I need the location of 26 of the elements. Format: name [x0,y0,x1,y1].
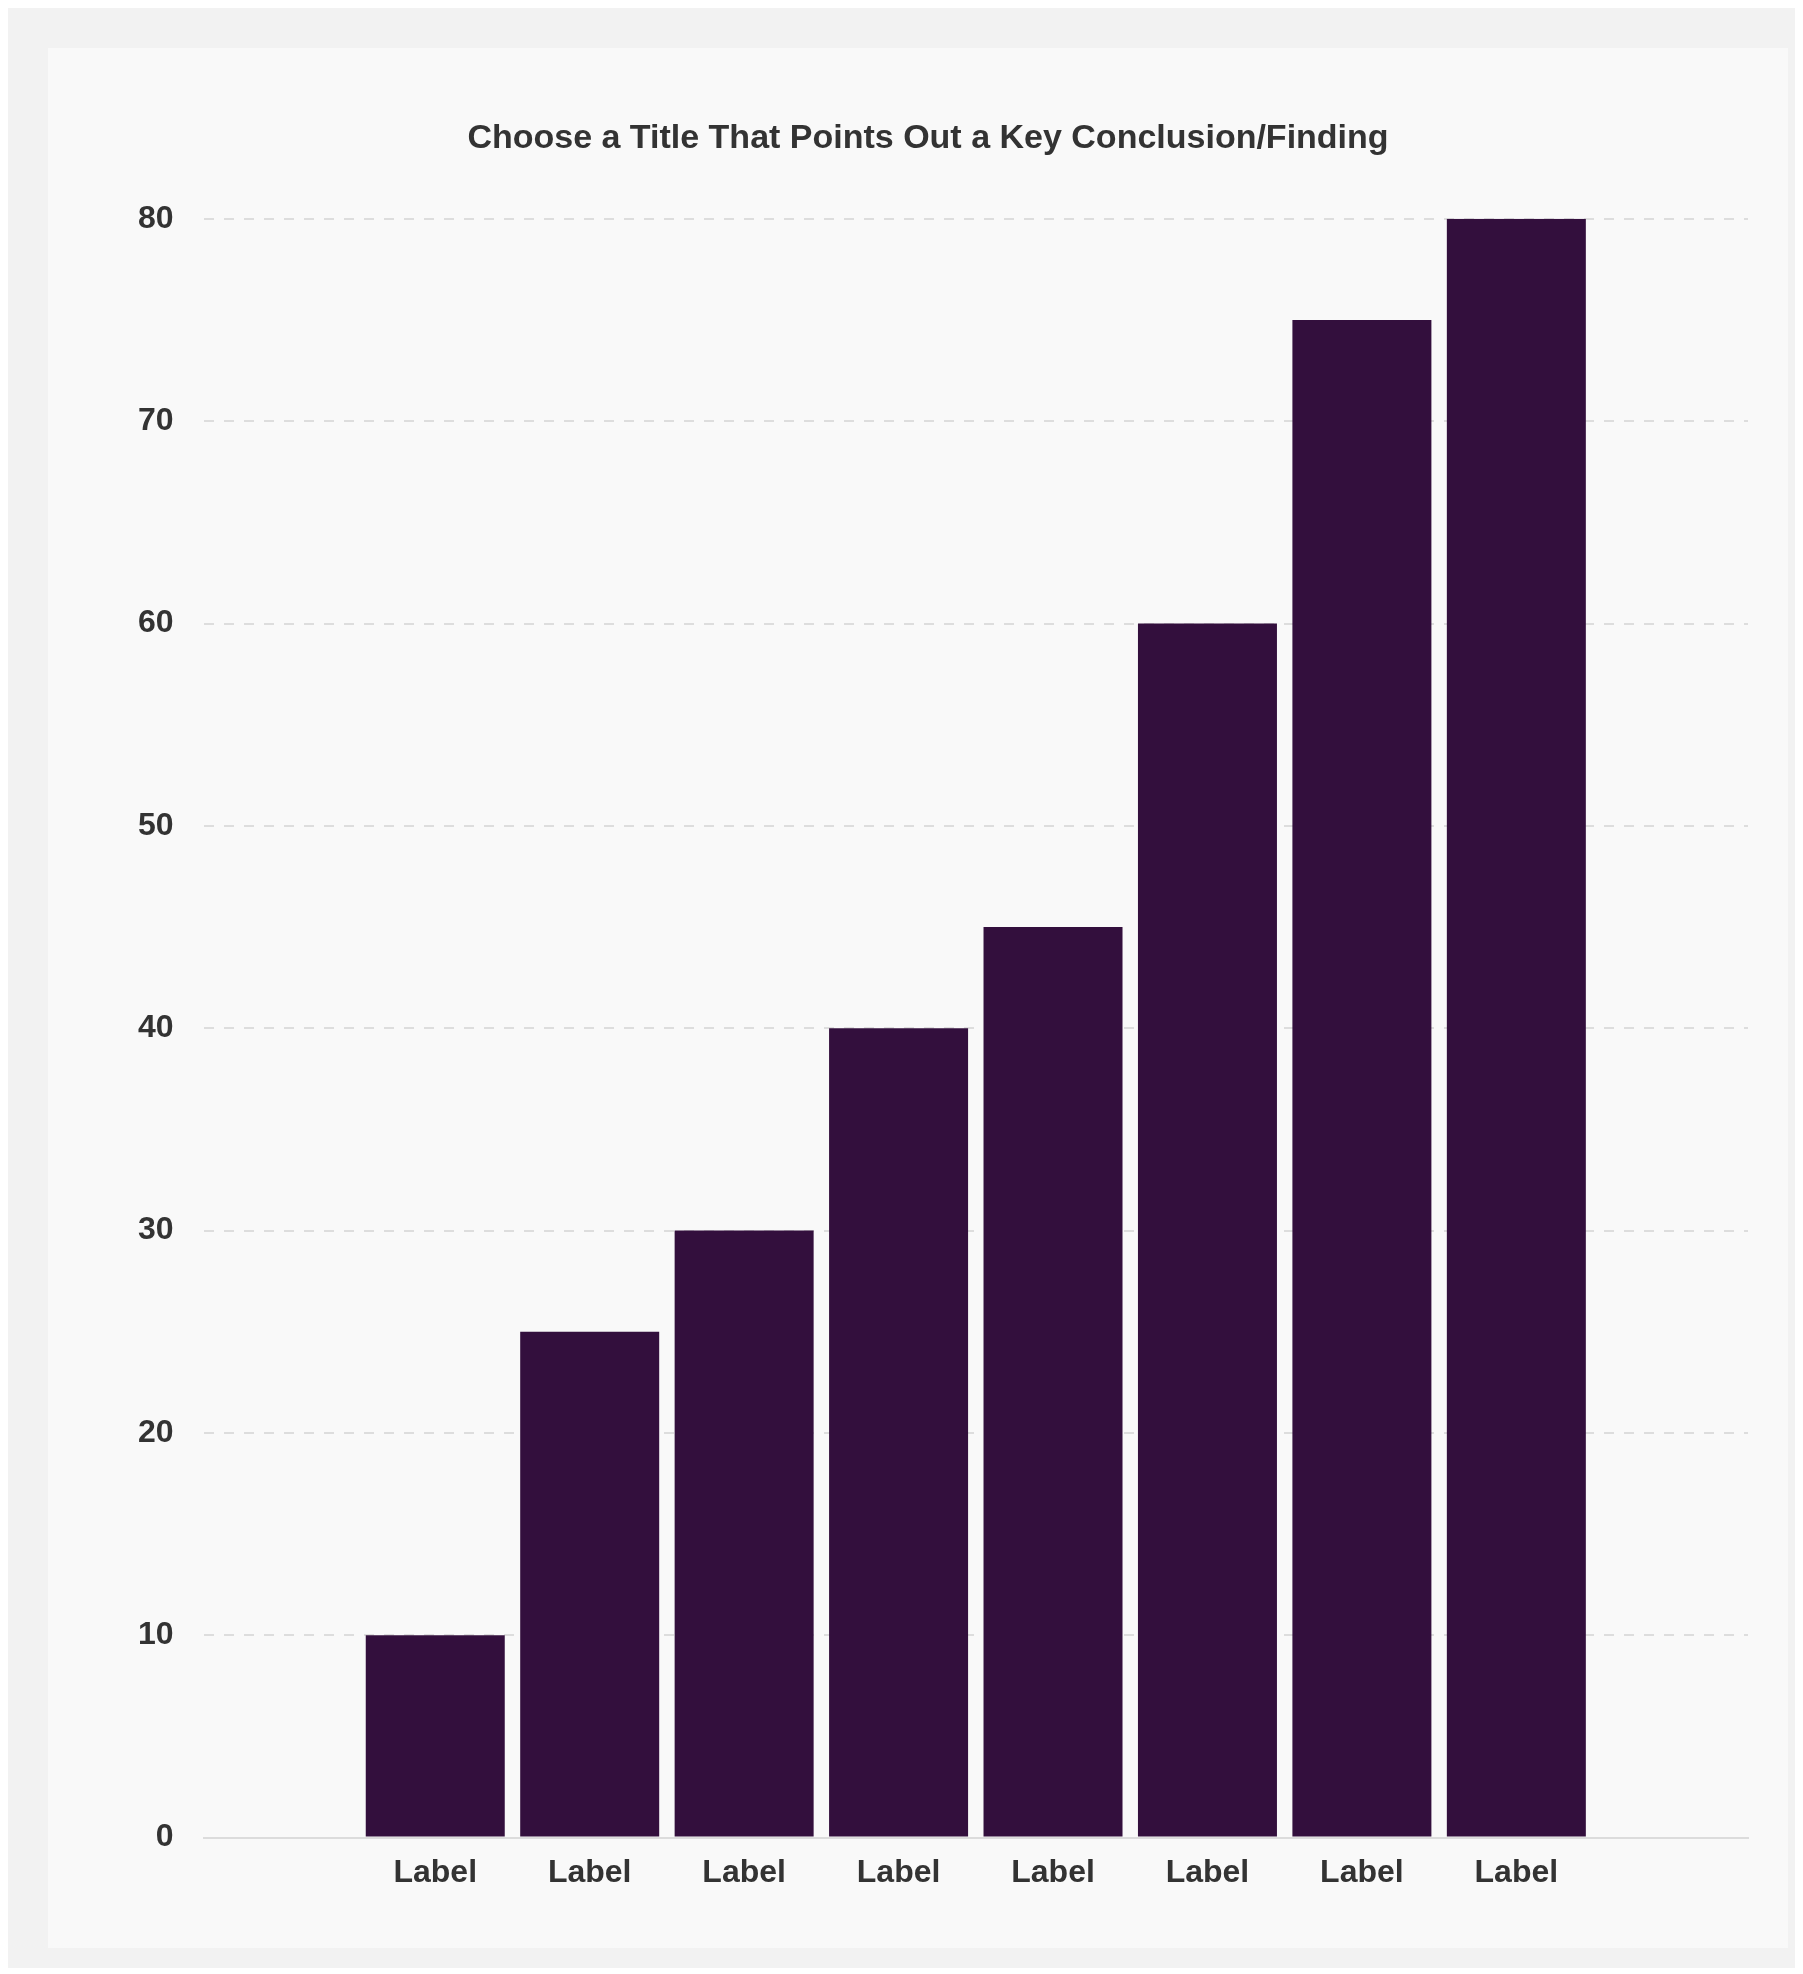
bar [829,1028,969,1837]
bar [1446,218,1586,1837]
y-tick-label: 0 [155,1817,174,1854]
x-tick-label: Label [702,1852,786,1889]
x-tick-label: Label [1011,1852,1095,1889]
y-tick-label: 80 [138,198,174,235]
y-tick-label: 60 [138,603,174,640]
y-tick-label: 20 [138,1412,174,1449]
y-tick-label: 50 [138,805,174,842]
x-tick-label: Label [547,1852,632,1889]
x-tick-label: Label [393,1852,478,1889]
x-tick-label: Label [1474,1852,1559,1889]
bar [365,1635,505,1837]
x-tick-label: Label [1320,1852,1404,1889]
y-tick-label: 70 [138,400,174,437]
x-tick-label: Label [856,1852,941,1889]
y-tick-label: 10 [138,1615,174,1652]
bar [1292,319,1432,1837]
x-tick-label: Label [1165,1852,1250,1889]
chart-title: Choose a Title That Points Out a Key Conclusion/Finding [467,116,1389,155]
bar [520,1331,660,1837]
y-tick-label: 30 [138,1210,174,1247]
y-tick-label: 40 [138,1008,174,1045]
bar [674,1230,814,1837]
bar [983,927,1123,1837]
bar [1137,623,1277,1837]
